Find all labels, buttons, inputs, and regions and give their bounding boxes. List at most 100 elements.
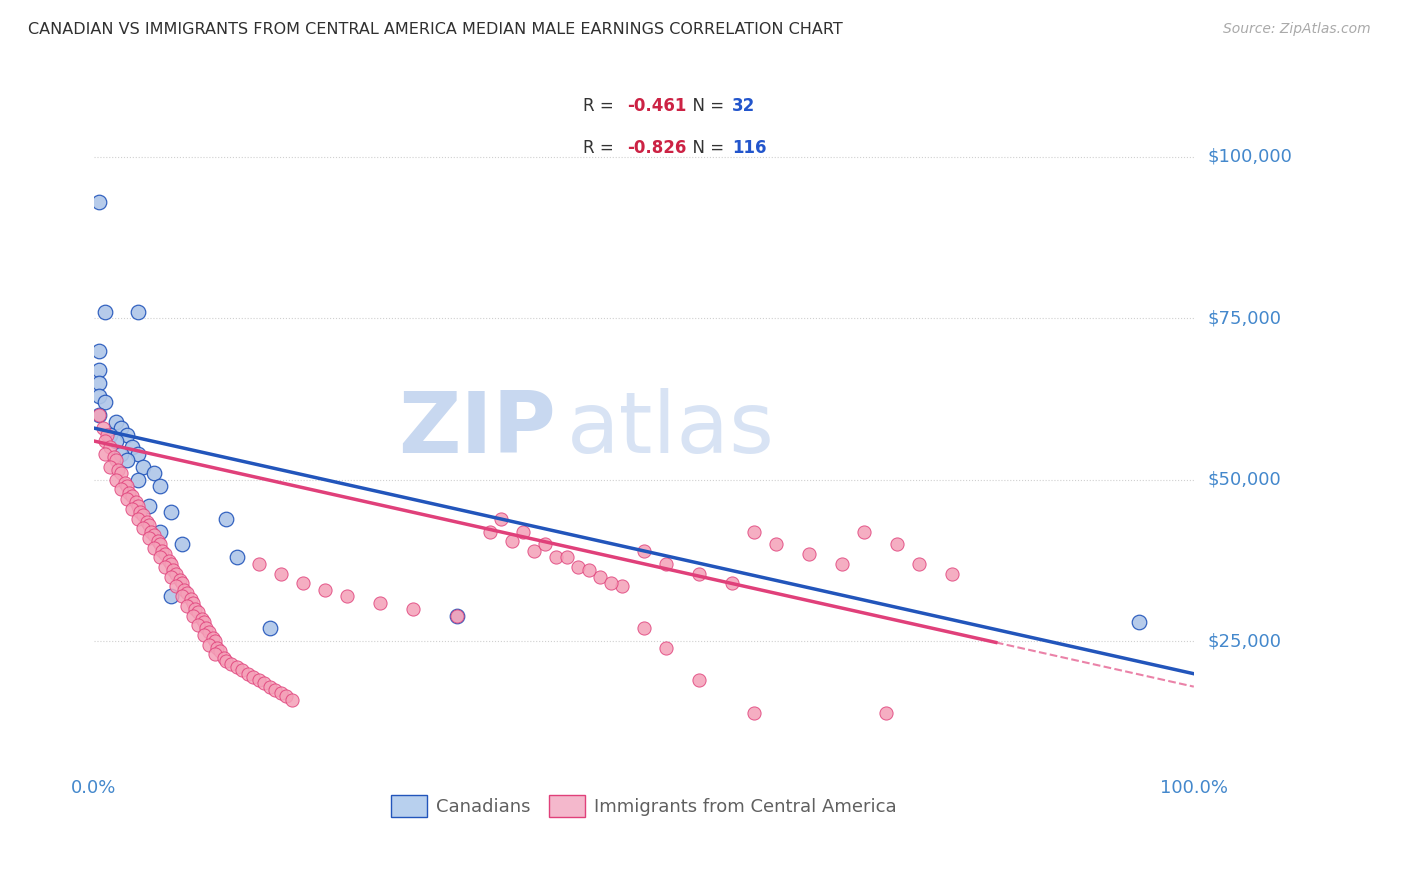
Text: 116: 116	[733, 139, 766, 158]
Text: $25,000: $25,000	[1208, 632, 1282, 650]
Point	[165, 579, 187, 593]
Point	[247, 673, 270, 688]
Text: N =: N =	[682, 139, 730, 158]
Point	[831, 557, 853, 571]
Point	[875, 706, 897, 720]
Point	[797, 547, 820, 561]
Point	[184, 602, 207, 616]
Point	[149, 479, 172, 493]
Point	[160, 505, 183, 519]
Text: ZIP: ZIP	[398, 388, 555, 471]
Point	[264, 682, 287, 697]
Point	[291, 576, 314, 591]
Point	[688, 566, 710, 581]
Point	[169, 573, 191, 587]
Text: R =: R =	[583, 97, 620, 115]
Point	[155, 547, 177, 561]
Point	[121, 501, 143, 516]
Point	[215, 511, 238, 525]
Point	[146, 534, 169, 549]
Point	[578, 563, 600, 577]
Point	[688, 673, 710, 688]
Point	[201, 631, 224, 645]
Point	[176, 599, 198, 613]
Point	[139, 524, 162, 539]
Point	[127, 473, 149, 487]
Point	[104, 453, 127, 467]
Point	[176, 586, 198, 600]
Text: N =: N =	[682, 97, 730, 115]
Point	[135, 515, 157, 529]
Point	[195, 622, 218, 636]
Point	[115, 453, 138, 467]
Point	[633, 622, 655, 636]
Point	[89, 194, 111, 209]
Point	[155, 560, 177, 574]
Point	[567, 560, 589, 574]
Point	[402, 602, 425, 616]
Point	[127, 447, 149, 461]
Point	[765, 537, 787, 551]
Point	[281, 692, 304, 706]
Point	[314, 582, 336, 597]
Point	[89, 389, 111, 403]
Point	[226, 550, 249, 565]
Point	[162, 563, 184, 577]
Point	[100, 427, 122, 442]
Point	[544, 550, 567, 565]
Point	[221, 657, 243, 671]
Point	[94, 304, 117, 318]
Point	[742, 524, 765, 539]
Point	[138, 499, 160, 513]
Point	[100, 459, 122, 474]
Point	[259, 622, 281, 636]
Point	[110, 421, 132, 435]
Point	[125, 495, 148, 509]
Text: -0.826: -0.826	[627, 139, 686, 158]
Point	[212, 650, 235, 665]
Point	[150, 544, 173, 558]
Point	[149, 537, 172, 551]
Point	[143, 527, 166, 541]
Point	[198, 638, 221, 652]
Point	[209, 644, 232, 658]
Point	[187, 618, 209, 632]
Point	[215, 654, 238, 668]
Point	[149, 550, 172, 565]
Point	[129, 505, 152, 519]
Text: CANADIAN VS IMMIGRANTS FROM CENTRAL AMERICA MEDIAN MALE EARNINGS CORRELATION CHA: CANADIAN VS IMMIGRANTS FROM CENTRAL AMER…	[28, 22, 842, 37]
Point	[523, 544, 546, 558]
Point	[143, 541, 166, 555]
Point	[270, 686, 292, 700]
Point	[242, 670, 264, 684]
Point	[204, 634, 226, 648]
Point	[181, 608, 204, 623]
Text: atlas: atlas	[567, 388, 775, 471]
Text: R =: R =	[583, 139, 620, 158]
Point	[205, 640, 228, 655]
Point	[193, 615, 215, 629]
Point	[180, 592, 202, 607]
Point	[231, 664, 253, 678]
Point	[187, 605, 209, 619]
Point	[512, 524, 534, 539]
Point	[114, 476, 136, 491]
Point	[941, 566, 963, 581]
Point	[270, 566, 292, 581]
Point	[259, 680, 281, 694]
Point	[132, 508, 155, 523]
Point	[149, 524, 172, 539]
Point	[115, 427, 138, 442]
Point	[138, 531, 160, 545]
Point	[534, 537, 557, 551]
Point	[852, 524, 875, 539]
Point	[143, 467, 166, 481]
Point	[118, 485, 141, 500]
Point	[336, 589, 359, 603]
Point	[157, 553, 180, 567]
Point	[198, 624, 221, 639]
Point	[121, 489, 143, 503]
Point	[181, 596, 204, 610]
Point	[742, 706, 765, 720]
Point	[89, 343, 111, 358]
